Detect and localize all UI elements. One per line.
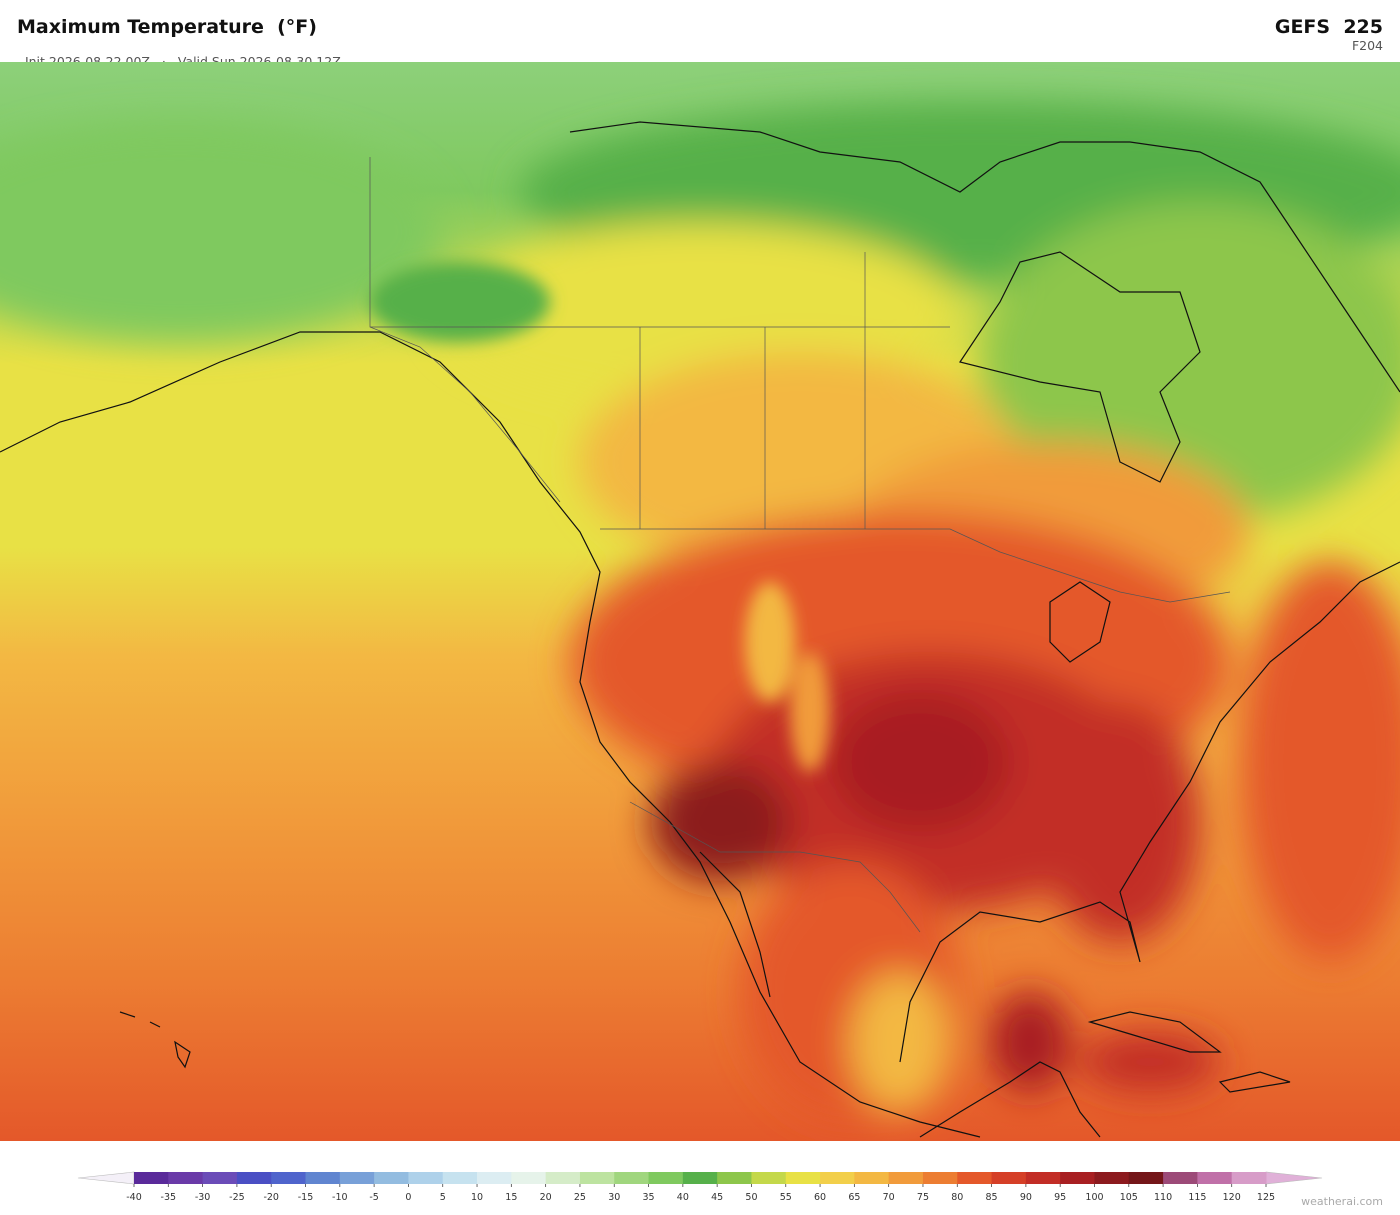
colorbar-swatch	[614, 1172, 650, 1184]
credit: weatherai.com	[1301, 1195, 1383, 1208]
map-title: Maximum Temperature (°F)	[17, 16, 317, 38]
tick-label: 60	[814, 1192, 826, 1203]
tick-label: 80	[951, 1192, 963, 1203]
tick-label: 90	[1020, 1192, 1032, 1203]
tick-label: 85	[986, 1192, 998, 1203]
colorbar: weatherai.com -40 -35 -30 -25 -20 -15 -10 -5 0 5 1…	[77, 1171, 1383, 1208]
tick-label: 125	[1257, 1192, 1275, 1203]
tick-label: 110	[1154, 1192, 1172, 1203]
colorbar-swatch	[682, 1172, 718, 1184]
tick-label: -10	[332, 1192, 348, 1203]
tick-label: 55	[780, 1192, 792, 1203]
tick-label: 10	[471, 1192, 483, 1203]
colorbar-swatch	[202, 1172, 238, 1184]
colorbar-swatch	[134, 1172, 169, 1184]
colorbar-swatch	[408, 1172, 444, 1184]
tick-label: 100	[1085, 1192, 1103, 1203]
colorbar-swatch	[477, 1172, 512, 1184]
model-label: GEFS 225	[1274, 16, 1383, 38]
colorbar-swatch	[1094, 1172, 1130, 1184]
tick-label: 70	[883, 1192, 895, 1203]
temperature-field	[0, 102, 1400, 1122]
tick-label: -35	[161, 1192, 177, 1203]
tick-label: 65	[848, 1192, 860, 1203]
colorbar-swatch	[339, 1172, 375, 1184]
tick-label: -30	[195, 1192, 211, 1203]
tick-label: 0	[405, 1192, 411, 1203]
tick-label: -20	[263, 1192, 279, 1203]
tick-label: 75	[917, 1192, 929, 1203]
tick-label: 105	[1120, 1192, 1138, 1203]
tick-label: 45	[711, 1192, 723, 1203]
tick-label: -5	[369, 1192, 378, 1203]
colorbar-swatch	[854, 1172, 890, 1184]
tick-label: 40	[677, 1192, 689, 1203]
colorbar-swatch	[1060, 1172, 1095, 1184]
colorbar-swatch	[991, 1172, 1027, 1184]
map	[0, 62, 1400, 1141]
tick-label: 95	[1054, 1192, 1066, 1203]
colorbar-swatch	[236, 1172, 272, 1184]
colorbar-swatch	[785, 1172, 821, 1184]
colorbar-swatch	[751, 1172, 787, 1184]
over-triangle	[1265, 1171, 1323, 1185]
colorbar-swatch	[957, 1172, 993, 1184]
colorbar-swatch	[888, 1172, 924, 1184]
tick-label: 25	[574, 1192, 586, 1203]
colorbar-swatch	[717, 1172, 752, 1184]
tick-label: 5	[440, 1192, 446, 1203]
colorbar-swatch	[545, 1172, 581, 1184]
colorbar-swatch	[1231, 1172, 1267, 1184]
colorbar-swatch	[579, 1172, 615, 1184]
forecast-hour: F204	[1351, 38, 1383, 53]
tick-label: 20	[540, 1192, 552, 1203]
tick-label: 120	[1223, 1192, 1241, 1203]
tick-label: 50	[745, 1192, 757, 1203]
tick-label: -15	[298, 1192, 314, 1203]
under-triangle	[77, 1171, 135, 1185]
colorbar-swatch	[820, 1172, 855, 1184]
colorbar-swatch	[1128, 1172, 1164, 1184]
tick-label: -40	[126, 1192, 142, 1203]
borders	[369, 157, 1231, 933]
colorbar-swatch	[305, 1172, 341, 1184]
coastlines	[0, 121, 1400, 1138]
colorbar-swatch	[168, 1172, 204, 1184]
colorbar-swatch	[1163, 1172, 1198, 1184]
colorbar-swatch	[271, 1172, 307, 1184]
mountain-field	[370, 262, 830, 772]
colorbar-swatch	[922, 1172, 958, 1184]
colorbar-swatch	[374, 1172, 409, 1184]
colorbar-swatch	[1197, 1172, 1233, 1184]
tick-label: 115	[1188, 1192, 1206, 1203]
colorbar-swatch	[442, 1172, 478, 1184]
tick-label: -25	[229, 1192, 245, 1203]
colorbar-swatch	[1025, 1172, 1061, 1184]
separator: ·	[161, 54, 166, 69]
tick-label: 35	[642, 1192, 654, 1203]
tick-label: 30	[608, 1192, 620, 1203]
colorbar-swatch	[648, 1172, 684, 1184]
tick-label: 15	[505, 1192, 517, 1203]
colorbar-swatch	[511, 1172, 547, 1184]
